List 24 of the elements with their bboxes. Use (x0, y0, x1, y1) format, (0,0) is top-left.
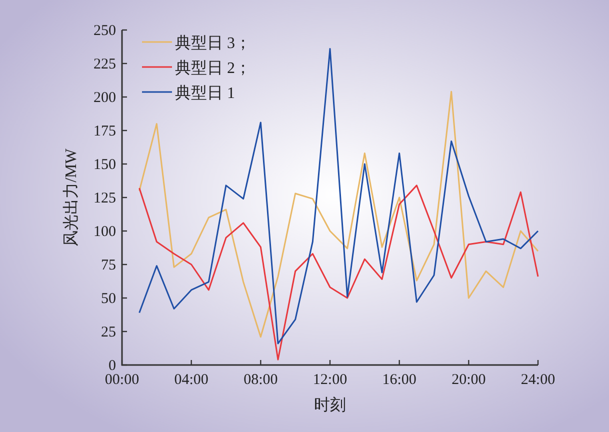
y-tick-label: 25 (101, 324, 116, 340)
x-tick-label: 12:00 (312, 372, 348, 388)
y-axis-title: 风光出力/MW (62, 148, 80, 246)
x-tick-label: 08:00 (244, 372, 278, 388)
line-series (138, 184, 539, 360)
x-tick-label: 24:00 (520, 372, 556, 388)
y-tick-label: 75 (101, 258, 116, 274)
y-tick-label: 150 (94, 157, 116, 173)
y-tick-label: 0 (108, 358, 116, 374)
y-tick-label: 100 (94, 224, 116, 240)
y-tick-label: 225 (94, 56, 116, 72)
x-tick-label: 00:00 (104, 372, 140, 388)
y-tick-label: 50 (101, 291, 116, 307)
y-tick-label: 200 (94, 90, 116, 106)
legend-label: 典型日 2； (175, 59, 251, 77)
y-tick-label: 175 (94, 124, 116, 140)
x-axis-title: 时刻 (314, 396, 346, 414)
x-tick-label: 20:00 (452, 372, 486, 388)
x-tick-label: 04:00 (174, 372, 208, 388)
y-tick-label: 125 (94, 190, 116, 206)
x-tick-label: 16:00 (382, 372, 416, 388)
legend-label: 典型日 1 (175, 84, 235, 102)
y-tick-label: 250 (94, 23, 116, 39)
legend-label: 典型日 3； (175, 34, 251, 52)
